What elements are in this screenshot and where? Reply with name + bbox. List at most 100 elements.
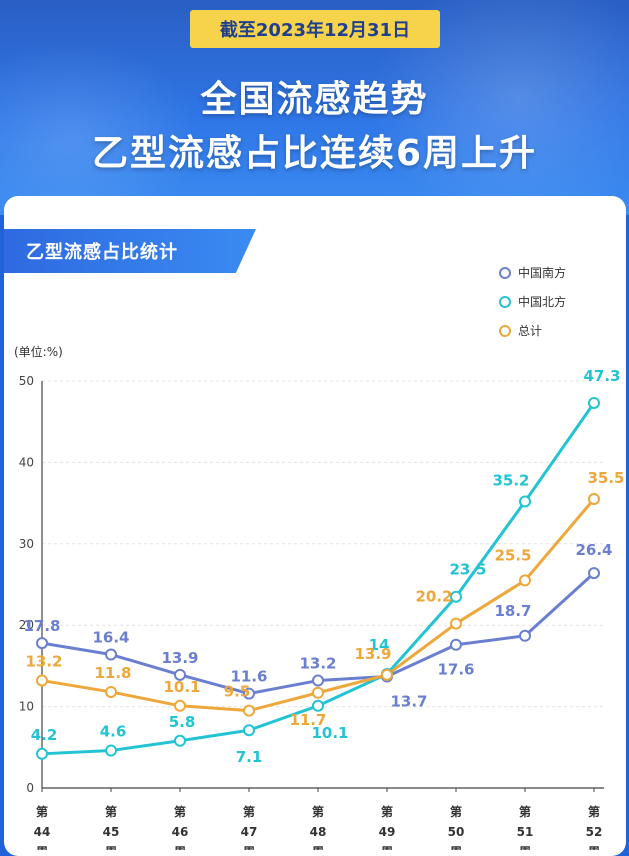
x-tick-label: 48 xyxy=(310,825,327,839)
data-point xyxy=(588,396,600,409)
data-point xyxy=(519,574,531,587)
x-tick-label: 46 xyxy=(172,825,189,839)
x-tick-label: 第 xyxy=(450,804,462,819)
x-tick-label: 周 xyxy=(36,845,48,850)
x-tick-label: 第 xyxy=(312,804,324,819)
x-tick-label: 第 xyxy=(36,804,48,819)
series-points xyxy=(36,396,600,760)
data-point xyxy=(105,685,117,698)
x-tick-label: 周 xyxy=(381,845,393,850)
data-point xyxy=(174,734,186,747)
data-label: 13.9 xyxy=(161,649,198,667)
data-label: 26.4 xyxy=(575,541,612,559)
data-label: 20.2 xyxy=(415,588,452,606)
data-label: 47.3 xyxy=(583,367,620,385)
banner-decoration xyxy=(0,40,200,215)
x-tick-label: 周 xyxy=(243,845,255,850)
data-point xyxy=(519,629,531,642)
x-tick-label: 第 xyxy=(174,804,186,819)
data-point xyxy=(174,699,186,712)
data-labels: 17.8 16.4 13.9 11.6 13.2 13.7 17.6 18.7 26.4 4.2 4… xyxy=(23,367,624,766)
legend-marker xyxy=(499,325,511,337)
data-point xyxy=(450,617,462,630)
data-label: 35.2 xyxy=(492,471,529,489)
data-point xyxy=(450,590,462,603)
legend-marker xyxy=(499,296,511,308)
data-label: 16.4 xyxy=(92,629,129,647)
x-tick-label: 45 xyxy=(103,825,120,839)
data-point xyxy=(312,686,324,699)
data-point xyxy=(450,638,462,651)
x-tick-label: 第 xyxy=(519,804,531,819)
page-subtitle: 乙型流感占比连续6周上升 xyxy=(91,133,538,174)
data-label: 14 xyxy=(369,636,390,654)
data-point xyxy=(105,648,117,661)
header-banner: 截至2023年12月31日 全国流感趋势 乙型流感占比连续6周上升 xyxy=(0,0,629,215)
data-label: 10.1 xyxy=(311,724,348,742)
data-label: 9.5 xyxy=(224,683,251,701)
data-label: 25.5 xyxy=(494,546,531,564)
data-label: 17.6 xyxy=(437,661,474,679)
data-label: 11.8 xyxy=(94,664,131,682)
x-tick-label: 52 xyxy=(586,825,603,839)
y-tick-label: 10 xyxy=(19,700,34,714)
data-label: 18.7 xyxy=(494,602,531,620)
y-tick-label: 50 xyxy=(19,374,34,388)
x-tick-label: 第 xyxy=(381,804,393,819)
data-label: 10.1 xyxy=(163,678,200,696)
date-badge: 截至2023年12月31日 xyxy=(190,10,440,48)
legend-label: 总计 xyxy=(518,324,542,338)
x-tick-label: 周 xyxy=(519,845,531,850)
data-point xyxy=(105,744,117,757)
y-tick-label: 40 xyxy=(19,455,34,469)
data-label: 4.6 xyxy=(100,723,127,741)
data-point xyxy=(588,567,600,580)
legend-marker xyxy=(499,267,511,279)
y-tick-label: 30 xyxy=(19,537,34,551)
data-point xyxy=(36,637,48,650)
data-point xyxy=(243,704,255,717)
x-tick-label: 47 xyxy=(241,825,258,839)
data-label: 13.2 xyxy=(25,653,62,671)
x-tick-label: 周 xyxy=(312,845,324,850)
x-tick-label: 第 xyxy=(243,804,255,819)
card-tab-title: 乙型流感占比统计 xyxy=(4,229,256,273)
y-unit-label: (单位:%) xyxy=(14,344,63,359)
data-point xyxy=(243,687,255,700)
data-point xyxy=(312,674,324,687)
data-label: 13.7 xyxy=(390,692,427,710)
data-point xyxy=(312,699,324,712)
y-tick-label: 20 xyxy=(19,618,34,632)
data-label: 13.2 xyxy=(299,655,336,673)
x-tick-label: 周 xyxy=(450,845,462,850)
x-tick-label: 周 xyxy=(105,845,117,850)
grid-lines xyxy=(42,380,604,789)
x-tick-label: 49 xyxy=(379,825,396,839)
data-label: 4.2 xyxy=(31,726,58,744)
legend-label: 中国北方 xyxy=(518,294,566,309)
x-tick-label: 周 xyxy=(174,845,186,850)
data-point xyxy=(243,724,255,737)
y-tick-label: 0 xyxy=(26,781,34,795)
data-point xyxy=(588,493,600,506)
data-label: 17.8 xyxy=(23,617,60,635)
x-tick-label: 第 xyxy=(105,804,117,819)
data-point xyxy=(36,674,48,687)
data-point xyxy=(381,668,393,681)
x-tick-label: 周 xyxy=(588,845,600,850)
data-point xyxy=(519,495,531,508)
data-label: 5.8 xyxy=(169,713,196,731)
data-label: 7.1 xyxy=(236,748,263,766)
data-point xyxy=(36,747,48,760)
data-point xyxy=(174,668,186,681)
x-tick-label: 50 xyxy=(448,825,465,839)
data-label: 11.6 xyxy=(230,668,267,686)
data-label: 11.7 xyxy=(289,711,326,729)
x-tick-label: 44 xyxy=(34,825,51,839)
page-title: 全国流感趋势 xyxy=(200,79,429,120)
axes: 0 10 20 30 40 50 第 44 周 第 45 周 第 46 周 第 47 周 第 48 周 第 49 周 第 50 周 第… xyxy=(19,374,603,850)
data-label: 35.5 xyxy=(587,469,624,487)
x-tick-label: 第 xyxy=(588,804,600,819)
